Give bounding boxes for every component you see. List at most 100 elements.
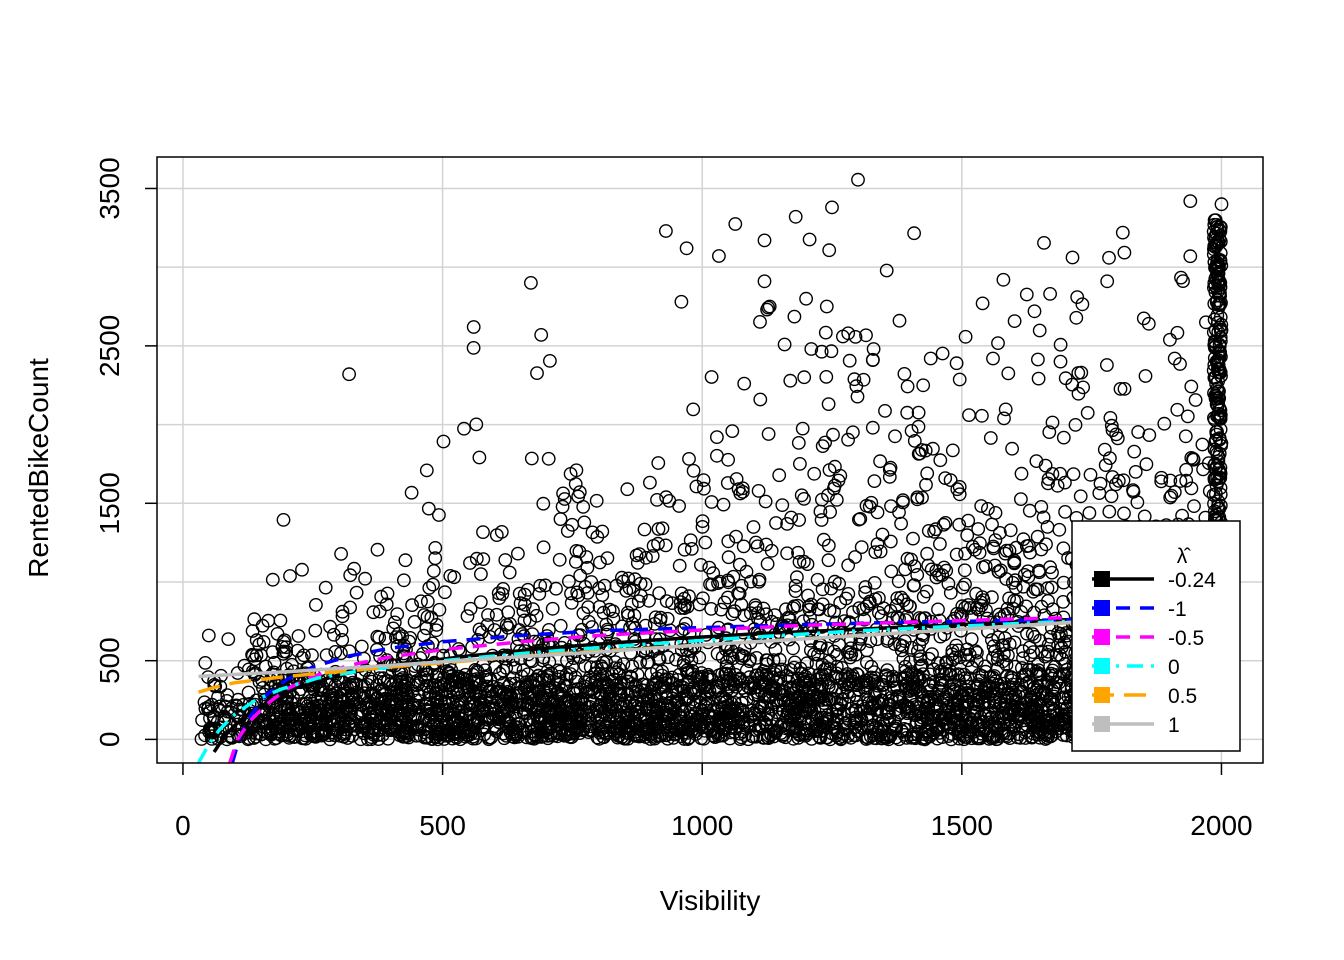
data-point: [571, 489, 586, 504]
data-point: [724, 683, 739, 698]
data-point: [1187, 499, 1201, 513]
data-point: [797, 370, 812, 385]
data-point: [1074, 365, 1089, 380]
data-point: [879, 263, 894, 278]
data-point: [635, 683, 649, 698]
data-point: [407, 615, 422, 629]
data-point: [692, 650, 707, 665]
data-point: [527, 731, 541, 746]
data-point: [784, 510, 799, 525]
data-point: [473, 677, 488, 691]
data-point: [366, 605, 381, 620]
legend-swatch: [1094, 571, 1110, 587]
data-point: [832, 576, 846, 591]
data-point: [204, 697, 219, 712]
data-point: [555, 499, 570, 514]
data-point: [1199, 315, 1213, 330]
data-point: [497, 731, 512, 746]
data-point: [780, 546, 794, 561]
data-point: [641, 691, 656, 706]
data-point: [1214, 197, 1229, 212]
data-point: [786, 731, 801, 746]
data-point: [1014, 605, 1028, 619]
data-point: [854, 540, 869, 554]
data-point: [402, 634, 416, 649]
data-point: [725, 424, 740, 438]
data-point: [1211, 494, 1226, 509]
data-point: [922, 651, 936, 666]
data-point: [1025, 698, 1040, 713]
data-point: [466, 713, 480, 728]
data-point: [1014, 466, 1029, 481]
data-point: [1098, 458, 1113, 472]
data-point: [841, 672, 856, 687]
data-point: [565, 517, 580, 532]
data-point: [829, 492, 844, 507]
data-point: [1019, 539, 1034, 553]
data-point: [378, 700, 393, 715]
data-point: [428, 551, 443, 566]
data-point: [286, 723, 301, 738]
data-point: [357, 679, 372, 694]
data-point: [981, 501, 995, 516]
data-point: [1184, 481, 1199, 496]
data-point: [335, 633, 350, 647]
data-point: [372, 671, 387, 685]
data-point: [967, 705, 982, 720]
data-point: [294, 712, 309, 727]
data-point: [593, 555, 607, 570]
data-point: [703, 716, 717, 731]
data-point: [1037, 235, 1051, 250]
data-point: [1167, 485, 1182, 499]
data-point: [1100, 274, 1115, 289]
data-point: [993, 697, 1008, 712]
data-point: [1157, 416, 1172, 431]
data-point: [436, 434, 451, 449]
data-point: [939, 715, 953, 730]
data-point: [721, 534, 736, 549]
data-point: [650, 492, 664, 507]
data-point: [607, 721, 621, 736]
data-point: [708, 709, 722, 724]
data-point: [1007, 314, 1022, 328]
data-point: [922, 729, 937, 744]
data-point: [900, 379, 915, 394]
data-point: [954, 708, 968, 723]
data-point: [602, 602, 617, 617]
data-point: [658, 717, 673, 732]
data-point: [890, 680, 905, 695]
data-point: [975, 296, 990, 311]
data-point: [466, 320, 481, 334]
data-point: [696, 591, 710, 606]
data-point: [815, 439, 830, 453]
data-point: [819, 299, 834, 314]
data-point: [962, 647, 977, 662]
data-point: [911, 644, 925, 658]
data-point: [705, 577, 720, 592]
data-point: [892, 611, 906, 626]
data-point: [532, 708, 547, 723]
data-point: [625, 659, 640, 674]
data-point: [1057, 635, 1072, 650]
data-point: [700, 672, 715, 686]
data-point: [571, 588, 586, 603]
data-point: [428, 541, 443, 555]
data-point: [1080, 405, 1095, 420]
data-point: [666, 731, 681, 745]
data-point: [1027, 304, 1042, 319]
data-point: [1214, 323, 1229, 337]
data-point: [542, 623, 556, 637]
data-point: [835, 671, 849, 685]
data-point: [1040, 520, 1055, 534]
data-point: [997, 411, 1011, 426]
data-point: [750, 539, 765, 554]
data-point: [530, 366, 544, 380]
data-point: [1082, 506, 1097, 520]
data-point: [907, 559, 922, 574]
data-point: [1212, 274, 1227, 289]
data-point: [420, 594, 435, 609]
data-point: [710, 448, 724, 463]
data-point: [519, 675, 533, 690]
data-point: [972, 545, 987, 560]
data-point: [967, 701, 982, 715]
